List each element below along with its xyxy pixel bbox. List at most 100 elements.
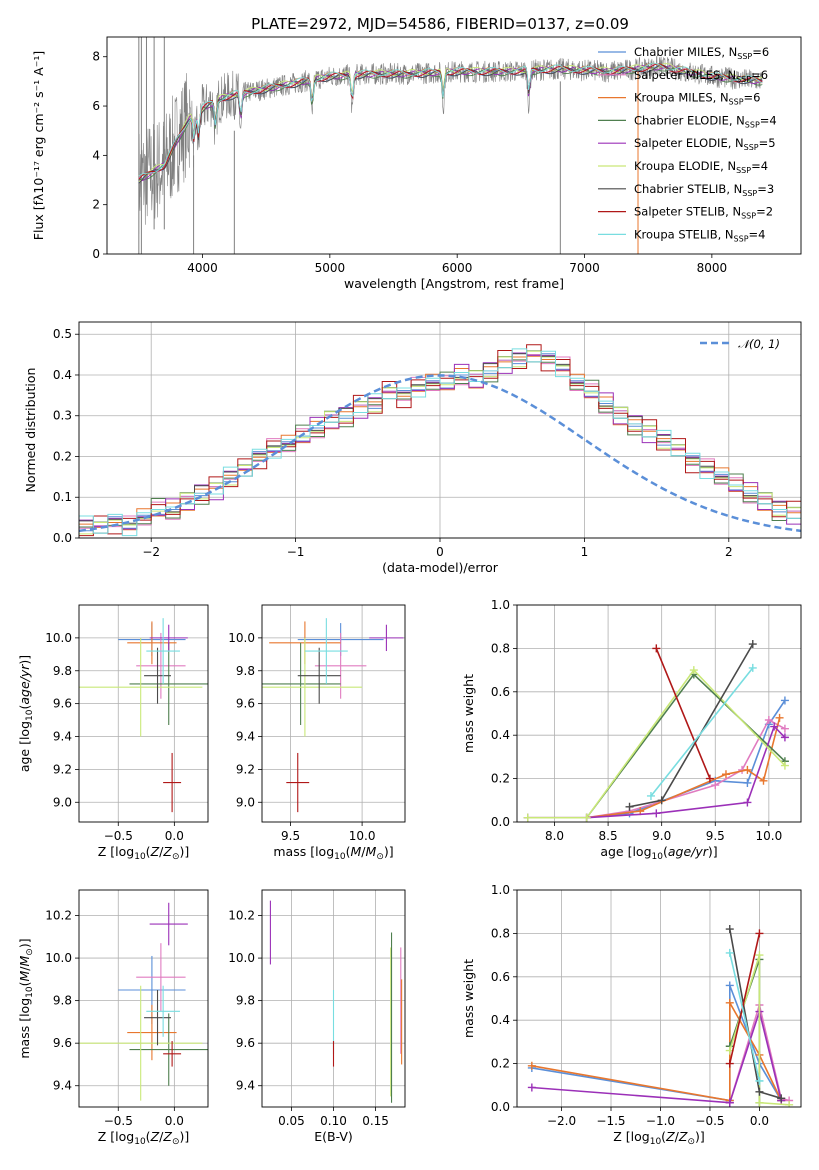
x-axis-label: E(B-V) [314,1129,353,1144]
mass-weight-point [755,929,764,938]
mass-weight-point [652,644,661,653]
errorbar-point [149,624,188,652]
y-tick-label: 0.8 [491,926,510,940]
mass-weight-point [780,733,789,742]
x-tick-label: 10.0 [755,829,782,843]
mass-weight-point [646,791,655,800]
weight-vs-Z-axes: −2.0 −1.5 −1.0 −0.5 0.0 0.0 0.2 0.4 0.6 0.8 1.0 Z [… [461,883,802,1147]
x-tick-label: −1.0 [646,1114,675,1128]
x-tick-label: 0 [436,545,444,559]
y-tick-label: 9.6 [236,697,255,711]
y-tick-label: 10.2 [45,909,72,923]
mass-weight-point [689,666,698,675]
y-tick-label: 0.4 [491,1013,510,1027]
x-axis-label: (data-model)/error [382,560,499,575]
residuals-plot-area [79,344,801,538]
mass-weight-point [780,724,789,733]
x-tick-label: −0.5 [104,1114,133,1128]
mass-weight-point [725,948,734,957]
y-tick-label: 0.3 [53,409,72,423]
mass-weight-series-line [655,648,711,779]
legend-entry: Chabrier MILES, NSSP=6 [634,45,769,61]
x-tick-label: 8.5 [599,829,618,843]
x-axis-label: wavelength [Angstrom, rest frame] [344,276,564,291]
y-tick-label: 0.0 [491,1100,510,1114]
axes-frame [78,321,802,539]
y-tick-label: 1.0 [491,883,510,897]
y-tick-label: 0.2 [491,1057,510,1071]
axes-frame [261,889,406,1108]
y-tick-label: 9.4 [53,730,72,744]
y-tick-label: 9.6 [53,1036,72,1050]
y-tick-label: 0.6 [491,970,510,984]
mass-weight-point [652,809,661,818]
mass-weight-point [780,696,789,705]
y-axis-label: Normed distribution [23,368,38,493]
weight-vs-Z-plot-area [527,925,794,1107]
legend-entry: Kroupa STELIB, NSSP=4 [634,227,765,243]
errorbar-point [144,647,171,704]
errorbar-point [262,642,341,726]
x-tick-label: 5000 [315,261,346,275]
x-tick-label: 1 [581,545,589,559]
y-tick-label: 9.2 [53,762,72,776]
x-tick-label: 4000 [187,261,218,275]
y-tick-label: 0.5 [53,327,72,341]
mass-weight-series-line [729,1001,790,1103]
y-tick-label: 9.8 [236,994,255,1008]
x-tick-label: 8000 [697,261,728,275]
errorbar-point [297,647,341,704]
y-tick-label: 9.6 [236,1036,255,1050]
y-tick-label: 0.6 [491,685,510,699]
y-tick-label: 0.2 [53,449,72,463]
y-tick-label: 0 [92,247,100,261]
mass-vs-EBV-axes: 0.05 0.10 0.15 9.4 9.6 9.8 10.0 10.2 E(B-V) [228,889,406,1144]
legend-entry: Kroupa MILES, NSSP=6 [634,91,760,107]
x-tick-label: −2.0 [547,1114,576,1128]
mass-weight-point [743,798,752,807]
axes-frame [516,889,802,1108]
mass-weight-series-line [586,717,781,819]
mass-weight-point [777,1094,786,1103]
x-tick-label: 8.0 [545,829,564,843]
legend-entry: Salpeter ELODIE, NSSP=5 [634,136,776,152]
mass-weight-series-line [586,718,786,819]
mass-weight-point [527,1061,536,1070]
axes-frame [78,889,209,1108]
x-tick-label: 0.0 [165,1114,184,1128]
y-tick-label: 1.0 [491,598,510,612]
axes-frame [516,604,802,823]
errorbar-point [136,943,186,1012]
mass-weight-point [748,640,757,649]
mass-vs-EBV-plot-area [269,900,403,1103]
y-tick-label: 10.0 [228,631,255,645]
mass-weight-point [759,776,768,785]
y-tick-label: 0.1 [53,490,72,504]
legend-entry: 𝒩(0, 1) [738,337,780,351]
y-tick-label: 0.2 [491,772,510,786]
y-tick-label: 8 [92,50,100,64]
errorbar-point [79,985,203,1101]
mass-weight-series-line [729,933,761,1064]
x-axis-label: Z [log10(Z/Z⊙)] [98,844,190,862]
mass-weight-point [725,981,734,990]
x-tick-label: −0.5 [695,1114,724,1128]
y-tick-label: 9.8 [53,664,72,678]
y-tick-label: 6 [92,99,100,113]
errorbar-point [369,624,404,652]
legend-entry: Chabrier STELIB, NSSP=3 [634,182,774,198]
y-tick-label: 9.8 [53,994,72,1008]
y-tick-label: 0.0 [53,531,72,545]
mass-weight-point [725,1059,734,1068]
x-tick-label: 0.0 [750,1114,769,1128]
y-tick-label: 9.8 [236,664,255,678]
errorbar-point [146,618,180,684]
mass-weight-point [748,663,757,672]
axes-frame [261,604,406,823]
legend-entry: Kroupa ELODIE, NSSP=4 [634,159,768,175]
spectrum-axes: 4000 5000 6000 7000 8000 0 2 4 6 8 wavelength [Ang… [31,36,802,291]
mass-weight-point [743,765,752,774]
axes-frame [106,36,802,255]
mass-weight-point [743,778,752,787]
